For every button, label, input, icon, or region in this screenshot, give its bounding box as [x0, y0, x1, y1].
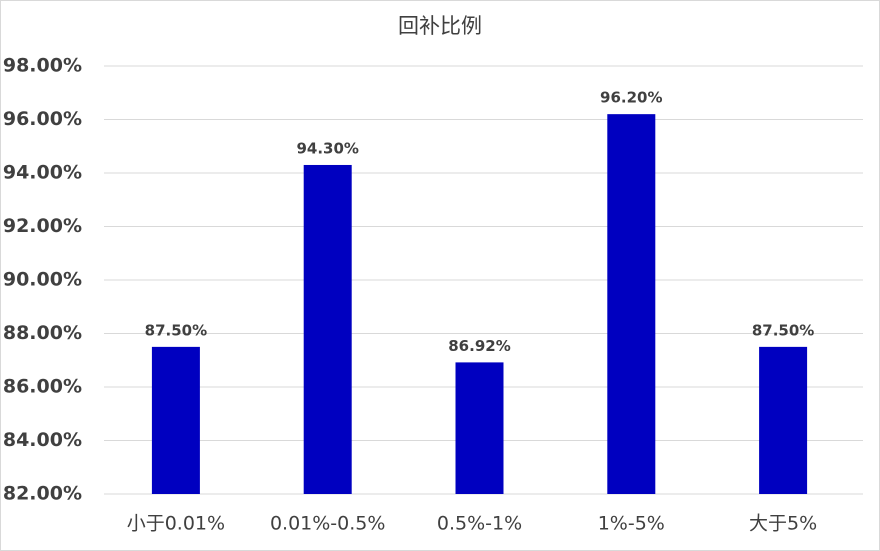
x-tick-label: 小于0.01%: [127, 513, 225, 535]
y-tick-label: 88.00%: [3, 322, 82, 344]
x-tick-label: 0.5%-1%: [437, 513, 522, 535]
data-label: 86.92%: [448, 337, 510, 355]
bar: [151, 346, 200, 494]
y-tick-label: 90.00%: [3, 269, 82, 291]
x-tick-label: 0.01%-0.5%: [270, 513, 385, 535]
data-label: 94.30%: [296, 139, 358, 157]
y-tick-label: 96.00%: [3, 108, 82, 130]
y-tick-label: 82.00%: [3, 483, 82, 505]
data-label: 87.50%: [752, 321, 814, 339]
chart-title: 回补比例: [398, 14, 482, 38]
bar: [759, 346, 808, 494]
data-label: 87.50%: [145, 321, 207, 339]
y-tick-label: 94.00%: [3, 162, 82, 184]
y-tick-label: 86.00%: [3, 376, 82, 398]
y-tick-label: 84.00%: [3, 429, 82, 451]
data-label: 96.20%: [600, 89, 662, 107]
bar: [303, 164, 352, 494]
bar: [607, 114, 656, 495]
y-tick-label: 98.00%: [3, 55, 82, 77]
y-tick-label: 92.00%: [3, 215, 82, 237]
x-tick-label: 大于5%: [749, 513, 817, 535]
x-tick-label: 1%-5%: [598, 513, 665, 535]
bar: [455, 362, 504, 494]
